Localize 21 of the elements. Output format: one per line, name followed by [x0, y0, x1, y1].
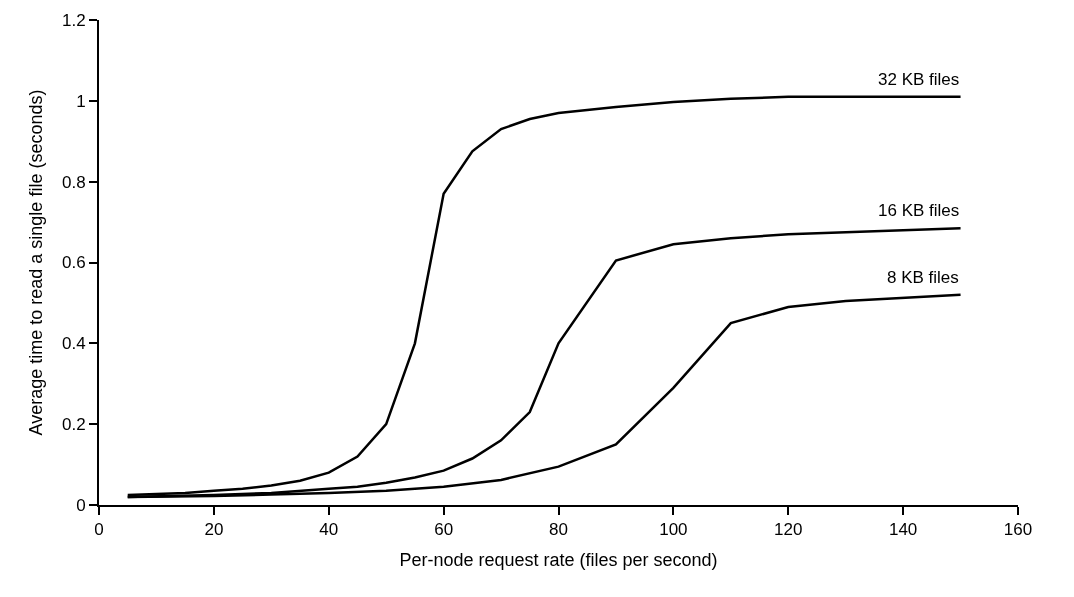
y-tick-label: 0 — [76, 495, 86, 515]
x-tick-label: 40 — [319, 520, 339, 540]
x-tick-label: 0 — [94, 520, 104, 540]
y-tick-label: 1 — [76, 91, 86, 111]
x-tick-label: 60 — [434, 520, 454, 540]
x-tick-label: 20 — [204, 520, 224, 540]
x-tick-label: 100 — [659, 520, 688, 540]
y-tick-label: 0.6 — [61, 253, 86, 273]
y-tick-label: 0.8 — [61, 172, 86, 192]
series-label: 16 KB files — [878, 201, 960, 220]
x-tick-label: 80 — [549, 520, 568, 540]
y-tick-label: 0.2 — [61, 415, 86, 435]
y-tick-label: 0.4 — [61, 334, 86, 354]
x-tick-label: 160 — [1003, 520, 1033, 540]
x-tick-label: 120 — [774, 520, 803, 540]
series-label: 32 KB files — [878, 70, 960, 89]
x-axis-title: Per-node request rate (files per second) — [399, 550, 718, 570]
series-label: 8 KB files — [887, 268, 959, 287]
y-tick-label: 1.2 — [61, 10, 86, 30]
x-tick-label: 140 — [888, 520, 918, 540]
y-axis-title: Average time to read a single file (seconds) — [25, 89, 46, 436]
